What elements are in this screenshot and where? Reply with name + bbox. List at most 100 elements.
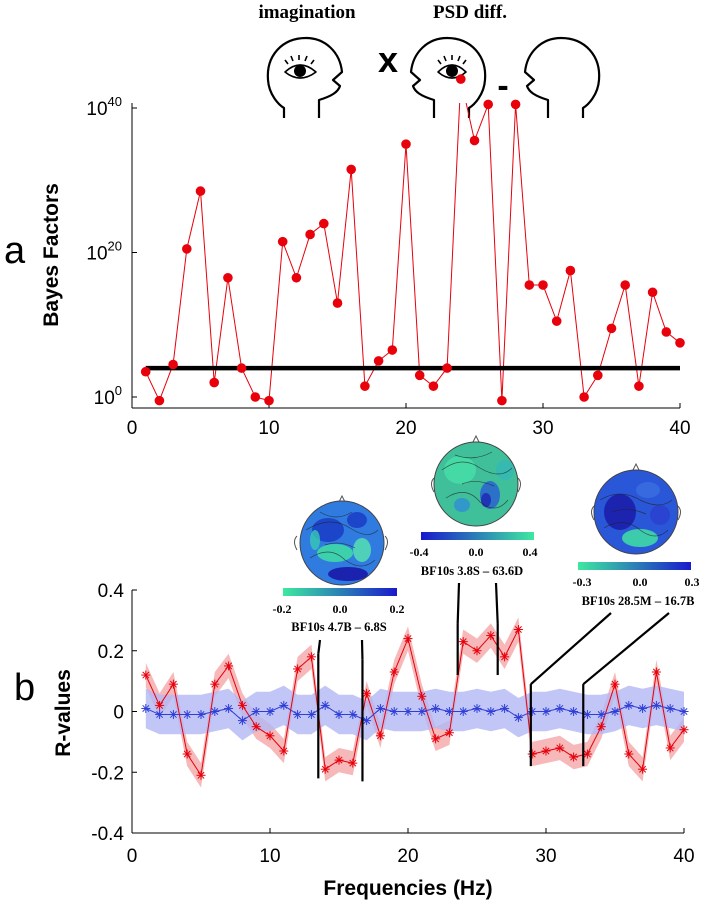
- colorbar-3: [578, 562, 691, 570]
- real-r-point: [679, 725, 689, 735]
- surrogate-r-point: [141, 703, 151, 713]
- topomap-connector-line: [456, 582, 461, 624]
- topomaps: -0.2 0.0 0.2 BF10s 4.7B – 6.8S: [273, 434, 700, 634]
- real-r-point: [320, 764, 330, 774]
- real-r-point: [210, 679, 220, 689]
- topomap-1: -0.2 0.0 0.2 BF10s 4.7B – 6.8S: [273, 494, 405, 634]
- panel-a-x-tick-label: 40: [669, 418, 690, 439]
- real-r-point: [279, 746, 289, 756]
- surrogate-r-point: [582, 710, 592, 720]
- bayes-factor-point: [264, 395, 274, 406]
- panel-b-xlabel: Frequencies (Hz): [323, 877, 492, 900]
- bayes-factor-point: [538, 280, 548, 290]
- real-r-point: [555, 743, 565, 753]
- real-r-point: [513, 624, 523, 634]
- bayes-factor-point: [373, 356, 384, 366]
- real-r-point: [155, 700, 165, 710]
- bayes-factor-point: [305, 229, 315, 240]
- y-tick-exponent: 0: [115, 383, 122, 398]
- head-eye-icon: [266, 36, 344, 118]
- panel-a-y-tick-label: 1040: [86, 94, 122, 120]
- surrogate-r-point: [224, 703, 234, 713]
- bayes-factor-point: [551, 316, 562, 326]
- bayes-factor-point: [360, 381, 370, 391]
- bayes-factor-point: [414, 370, 425, 381]
- topomap-2-caption: BF10s 3.8S – 63.6D: [421, 564, 523, 578]
- panel-a-y-tick-label: 1020: [86, 239, 122, 265]
- colorbar-2-tick-mid: 0.0: [469, 545, 484, 559]
- surrogate-r-point: [403, 707, 413, 716]
- bayes-factor-point: [182, 244, 192, 254]
- colorbar-1: [283, 588, 397, 596]
- bayes-factor-point: [140, 366, 151, 377]
- head-icon: [523, 36, 601, 118]
- surrogate-r-line: [145, 704, 685, 722]
- bayes-factor-point: [442, 363, 452, 373]
- colorbar-1-tick-high: 0.2: [390, 602, 405, 616]
- surrogate-r-point: [334, 710, 344, 720]
- panel-b-x-tick-label: 10: [259, 846, 280, 867]
- panel-b-x-tick-label: 40: [673, 846, 694, 867]
- real-r-point: [500, 652, 510, 662]
- panel-b: b R-values Frequencies (Hz) 0 10 20 30 40 -0…: [14, 581, 695, 900]
- surrogate-r-point: [210, 707, 220, 716]
- bayes-factor-point: [661, 327, 672, 337]
- topomap-connector-line: [494, 582, 499, 624]
- real-r-point: [403, 634, 413, 644]
- surrogate-r-point: [375, 703, 385, 713]
- surrogate-r-point: [320, 700, 330, 710]
- imagination-label: imagination: [258, 2, 356, 23]
- surrogate-r-point: [348, 710, 358, 720]
- bayes-factor-point: [647, 287, 658, 298]
- surrogate-r-point: [651, 700, 661, 710]
- real-r-line: [145, 627, 685, 777]
- bayes-factor-point: [319, 218, 329, 229]
- y-tick-base: 10: [86, 99, 107, 120]
- panel-b-x-tick-label: 30: [535, 846, 556, 867]
- bayes-factor-point: [346, 164, 357, 175]
- header: imagination PSD diff. x -: [258, 2, 601, 118]
- bayes-factor-point: [236, 363, 247, 373]
- surrogate-r-point: [458, 707, 468, 716]
- real-r-point: [665, 743, 675, 753]
- surrogate-r-point: [500, 703, 510, 713]
- surrogate-r-point: [389, 707, 399, 716]
- real-r-point: [541, 746, 551, 756]
- colorbar-2-tick-low: -0.4: [410, 545, 429, 559]
- head-outline-3: [591, 462, 681, 521]
- real-r-point: [362, 688, 372, 698]
- bayes-factor-point: [634, 381, 644, 391]
- surrogate-r-point: [541, 707, 551, 716]
- panel-b-x-tick-label: 20: [397, 846, 418, 867]
- real-r-point: [237, 700, 247, 710]
- surrogate-r-point: [196, 710, 206, 720]
- colorbar-1-tick-mid: 0.0: [333, 602, 348, 616]
- bayes-factor-point: [579, 392, 589, 402]
- head-eye-icon: [409, 36, 487, 118]
- topomap-2: -0.4 0.0 0.4 BF10s 3.8S – 63.6D: [410, 434, 538, 578]
- panel-b-y-tick-label: 0.2: [98, 642, 124, 663]
- real-r-point: [486, 631, 496, 641]
- topomap-3-contours: [599, 493, 673, 537]
- bayes-factor-point: [606, 323, 617, 334]
- real-r-point: [472, 646, 482, 656]
- real-r-point: [569, 752, 579, 762]
- real-r-point: [375, 731, 385, 741]
- real-r-point: [582, 749, 592, 759]
- y-tick-exponent: 20: [108, 239, 122, 254]
- bayes-factor-point: [593, 370, 603, 381]
- real-r-point: [417, 691, 427, 701]
- bayes-factor-point: [195, 186, 206, 196]
- panel-a-x-tick-label: 30: [532, 418, 553, 439]
- bayes-factor-point: [209, 377, 219, 388]
- topomap-2-disc: [433, 441, 519, 527]
- real-r-point: [224, 661, 234, 671]
- surrogate-r-point: [638, 703, 648, 713]
- bayes-factor-point: [497, 395, 507, 406]
- real-r-point: [293, 664, 303, 674]
- surrogate-confidence-band: [145, 685, 685, 741]
- real-r-point: [444, 728, 454, 738]
- bayes-factor-point: [524, 280, 535, 290]
- real-r-point: [251, 722, 261, 732]
